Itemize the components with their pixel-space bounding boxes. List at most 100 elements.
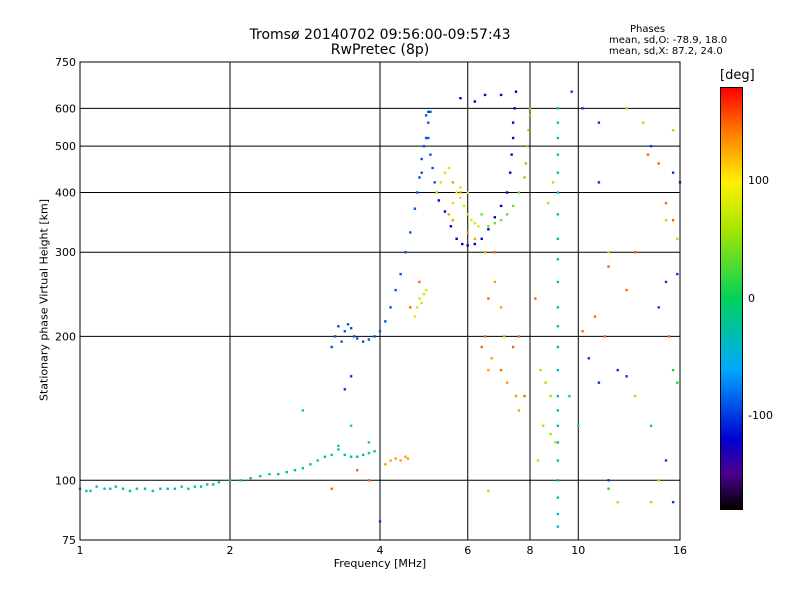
data-point [671, 219, 675, 222]
data-point [355, 455, 359, 458]
data-point [587, 357, 591, 360]
data-point [420, 171, 423, 174]
data-point [539, 368, 542, 372]
data-point [490, 357, 493, 360]
data-point [343, 388, 347, 391]
data-point [511, 204, 515, 208]
data-point [418, 176, 421, 179]
data-point [597, 121, 601, 124]
data-point [415, 191, 419, 194]
data-point [473, 237, 477, 241]
data-point [406, 457, 410, 460]
data-point [517, 335, 521, 338]
data-point [556, 213, 560, 216]
y-tick-label: 400 [55, 186, 76, 199]
data-point [455, 237, 458, 241]
data-point [527, 128, 530, 132]
data-point [470, 219, 473, 222]
data-point [513, 107, 516, 110]
data-point [556, 237, 560, 241]
data-point [337, 325, 340, 328]
data-point [657, 306, 660, 309]
x-tick-label: 2 [227, 544, 234, 557]
data-point [367, 338, 371, 341]
data-point [528, 107, 532, 110]
data-point [511, 345, 515, 349]
data-point [657, 162, 660, 165]
data-point [556, 441, 560, 444]
data-point [211, 483, 215, 486]
data-point [554, 441, 557, 444]
data-point [480, 345, 483, 349]
chart-title: Tromsø 20140702 09:56:00-09:57:43 [249, 27, 511, 43]
data-point [462, 204, 466, 208]
data-point [549, 394, 552, 398]
data-point [109, 487, 112, 490]
phases-x-mode: mean, sd,X: 87.2, 24.0 [609, 46, 723, 57]
data-point [343, 453, 347, 457]
data-point [409, 231, 412, 234]
data-point [205, 483, 209, 486]
data-point [437, 199, 441, 202]
data-point [330, 487, 333, 490]
data-point [151, 489, 155, 493]
x-tick-label: 10 [571, 544, 585, 557]
data-point [228, 479, 232, 482]
data-point [409, 306, 412, 309]
data-point [166, 487, 169, 490]
data-point [361, 453, 365, 457]
data-point [85, 489, 88, 493]
x-tick-label: 4 [377, 544, 384, 557]
data-point [664, 459, 668, 462]
data-point [649, 144, 653, 148]
data-point [593, 315, 597, 318]
data-point [657, 479, 660, 482]
colorbar-tick-label: 100 [748, 174, 769, 187]
axis-ticks: 1 2 4 6 8 10 16 75 100 200 300 400 500 600 750 [55, 56, 687, 557]
data-point [451, 219, 455, 222]
data-point [420, 301, 423, 305]
data-point [389, 459, 392, 462]
data-point [556, 345, 560, 349]
x-tick-label: 8 [527, 544, 534, 557]
data-point [439, 181, 443, 184]
data-point [429, 110, 432, 114]
data-point [625, 375, 628, 378]
data-point [556, 121, 560, 124]
x-axis-label: Frequency [MHz] [333, 557, 427, 570]
data-point [649, 424, 653, 428]
data-point [556, 136, 560, 140]
data-point [459, 196, 462, 199]
data-point [114, 485, 118, 488]
data-point [499, 219, 503, 222]
data-point [528, 114, 532, 117]
data-point [135, 487, 138, 490]
data-point [431, 166, 434, 170]
data-point [483, 93, 487, 97]
data-point [493, 280, 497, 284]
data-points [78, 90, 682, 528]
data-point [487, 297, 490, 300]
data-point [337, 448, 340, 451]
data-point [309, 463, 312, 466]
data-point [447, 213, 451, 216]
data-point [373, 335, 376, 338]
data-point [367, 451, 371, 455]
data-point [551, 181, 555, 184]
data-point [217, 481, 221, 484]
x-tick-label: 1 [77, 544, 84, 557]
x-tick-label: 6 [464, 544, 471, 557]
data-point [180, 485, 183, 488]
data-point [259, 474, 262, 478]
data-point [556, 191, 560, 194]
data-point [249, 477, 252, 480]
data-point [413, 315, 417, 318]
data-point [487, 228, 490, 231]
data-point [459, 186, 462, 189]
data-point [671, 368, 675, 372]
data-point [544, 381, 547, 384]
data-point [568, 394, 571, 398]
data-point [671, 128, 675, 132]
x-tick-label: 16 [673, 544, 687, 557]
data-point [128, 489, 132, 493]
